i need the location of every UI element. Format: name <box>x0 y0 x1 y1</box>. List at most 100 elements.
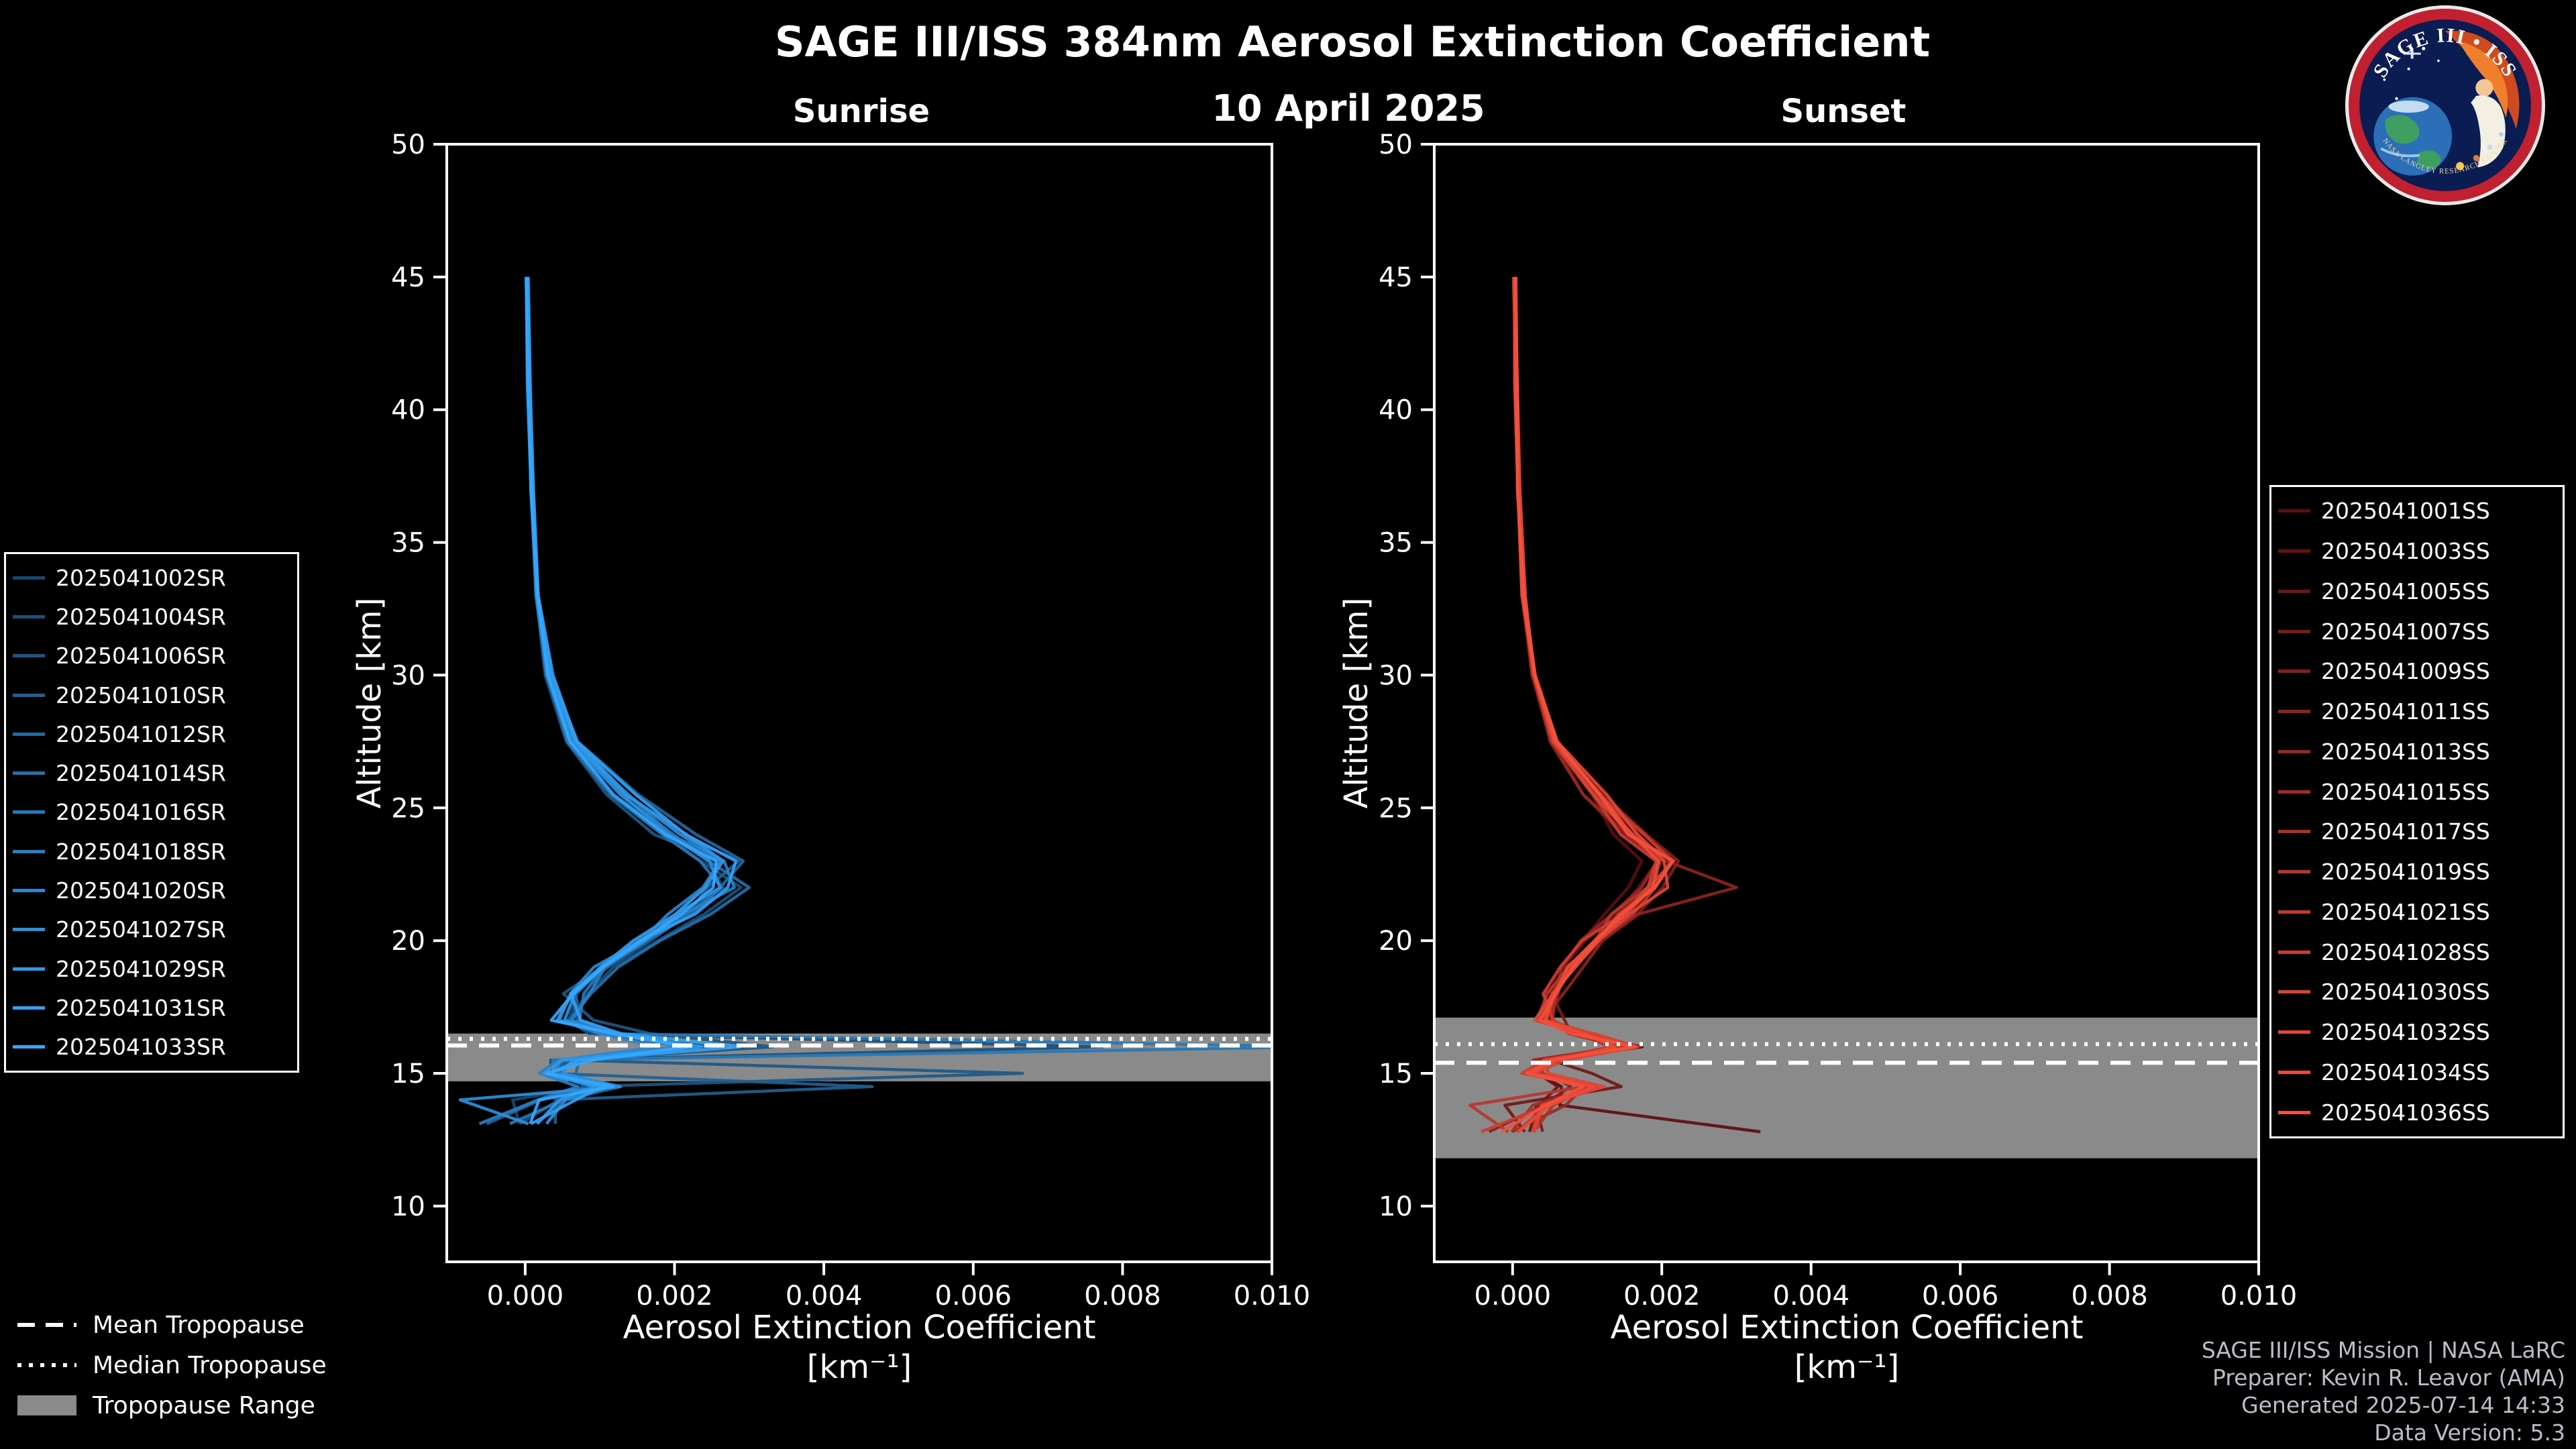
sunrise-panel <box>447 276 1272 1126</box>
legend-item: 2025041016SR <box>13 799 290 825</box>
legend-line-swatch <box>2278 710 2310 714</box>
legend-item: 2025041010SR <box>13 682 290 708</box>
profile-line <box>1511 276 1672 1133</box>
legend-line-swatch <box>13 810 45 814</box>
legend-label: 2025041010SR <box>56 682 226 708</box>
legend-item: 2025041030SS <box>2278 979 2556 1005</box>
mean-tropopause-legend-item: Mean Tropopause <box>17 1309 305 1340</box>
profile-line <box>1481 276 1658 1134</box>
x-axis-label-text: Aerosol Extinction Coefficient <box>623 1309 1096 1346</box>
profile-line <box>511 276 726 1124</box>
x-tick-label: 0.002 <box>636 1281 713 1311</box>
legend-item: 2025041017SS <box>2278 818 2556 845</box>
legend-label: 2025041018SR <box>56 838 226 865</box>
sunset-panel <box>1434 276 2259 1159</box>
legend-label: 2025041014SR <box>56 760 226 787</box>
profile-line <box>525 276 874 1124</box>
profile-line <box>1513 276 1676 1132</box>
legend-line-swatch <box>2278 830 2310 834</box>
legend-line-swatch <box>2278 950 2310 954</box>
x-axis-units-text: [km⁻¹] <box>1794 1348 1900 1386</box>
profile-line <box>525 276 718 1124</box>
legend-item: 2025041012SR <box>13 721 290 747</box>
iss-silhouette-icon <box>2403 48 2421 59</box>
profile-line <box>1503 276 1664 1133</box>
profile-line <box>1511 276 1659 1134</box>
tropopause-range-label: Tropopause Range <box>93 1391 315 1419</box>
legend-item: 2025041027SR <box>13 916 290 943</box>
profile-line <box>1513 276 1660 1133</box>
legend-label: 2025041009SS <box>2321 658 2490 685</box>
sunset-x-axis-label: Aerosol Extinction Coefficient [km⁻¹] <box>1611 1308 2084 1387</box>
x-tick-label: 0.006 <box>1922 1281 1999 1311</box>
legend-label: 2025041011SS <box>2321 698 2490 725</box>
legend-line-swatch <box>2278 549 2310 553</box>
legend-label: 2025041016SR <box>56 799 226 826</box>
y-tick-label: 45 <box>1379 262 1413 293</box>
legend-label: 2025041001SS <box>2321 498 2490 525</box>
y-tick-label: 45 <box>391 262 425 293</box>
legend-label: 2025041006SR <box>56 643 226 669</box>
legend-item: 2025041011SS <box>2278 698 2556 724</box>
legend-line-swatch <box>13 1006 45 1010</box>
y-tick-label: 40 <box>1379 395 1413 426</box>
profile-line <box>509 276 1272 1126</box>
sunrise-x-axis-label: Aerosol Extinction Coefficient [km⁻¹] <box>623 1308 1096 1387</box>
legend-line-swatch <box>2278 629 2310 633</box>
x-axis-label-text: Aerosol Extinction Coefficient <box>1610 1309 2084 1346</box>
legend-line-swatch <box>2278 1110 2310 1114</box>
median-tropopause-label: Median Tropopause <box>93 1351 327 1379</box>
legend-label: 2025041030SS <box>2321 979 2490 1006</box>
legend-label: 2025041028SS <box>2321 938 2490 965</box>
legend-item: 2025041033SR <box>13 1034 290 1060</box>
legend-item: 2025041018SR <box>13 839 290 865</box>
legend-item: 2025041019SS <box>2278 859 2556 885</box>
y-tick-label: 25 <box>391 793 425 824</box>
x-tick-label: 0.004 <box>1772 1281 1849 1311</box>
legend-label: 2025041015SS <box>2321 778 2490 805</box>
legend-item: 2025041021SS <box>2278 899 2556 925</box>
profile-line <box>1510 276 1661 1133</box>
planet-dots <box>2456 132 2504 170</box>
legend-label: 2025041033SR <box>56 1034 226 1061</box>
credits-line-2: Preparer: Kevin R. Leavor (AMA) <box>2212 1364 2565 1391</box>
legend-item: 2025041014SR <box>13 760 290 786</box>
legend-item: 2025041013SS <box>2278 739 2556 765</box>
y-tick-label: 20 <box>1379 926 1413 957</box>
sage-figure-illustration <box>2445 30 2520 168</box>
legend-label: 2025041027SR <box>56 916 226 943</box>
legend-line-swatch <box>13 849 45 853</box>
profile-line <box>478 276 736 1126</box>
legend-line-swatch <box>2278 589 2310 593</box>
sunrise-y-axis-label: Altitude [km] <box>351 597 388 809</box>
y-tick-label: 10 <box>391 1191 425 1222</box>
legend-line-swatch <box>13 654 45 658</box>
dashed-line-swatch <box>17 1323 76 1327</box>
legend-label: 2025041004SR <box>56 603 226 630</box>
legend-item: 2025041015SS <box>2278 779 2556 805</box>
profile-line <box>519 276 1105 1126</box>
legend-line-swatch <box>2278 790 2310 794</box>
legend-item: 2025041028SS <box>2278 939 2556 965</box>
legend-line-swatch <box>2278 1030 2310 1034</box>
legend-line-swatch <box>13 732 45 736</box>
x-tick-label: 0.000 <box>487 1281 564 1311</box>
figure-title: SAGE III/ISS 384nm Aerosol Extinction Co… <box>774 17 1931 66</box>
y-tick-label: 25 <box>1379 793 1413 824</box>
y-tick-label: 20 <box>391 926 425 957</box>
y-tick-label: 35 <box>391 528 425 559</box>
legend-line-swatch <box>2278 910 2310 914</box>
x-axis-units-text: [km⁻¹] <box>806 1348 912 1386</box>
profile-line <box>486 276 745 1126</box>
legend-item: 2025041001SS <box>2278 498 2556 524</box>
legend-line-swatch <box>13 693 45 697</box>
legend-item: 2025041002SR <box>13 565 290 591</box>
profile-line <box>1513 276 1676 1132</box>
mean-tropopause-label: Mean Tropopause <box>93 1311 305 1339</box>
legend-label: 2025041017SS <box>2321 818 2490 845</box>
legend-line-swatch <box>2278 669 2310 674</box>
legend-item: 2025041029SR <box>13 956 290 982</box>
x-tick-label: 0.000 <box>1474 1281 1552 1311</box>
legend-item: 2025041020SR <box>13 877 290 904</box>
